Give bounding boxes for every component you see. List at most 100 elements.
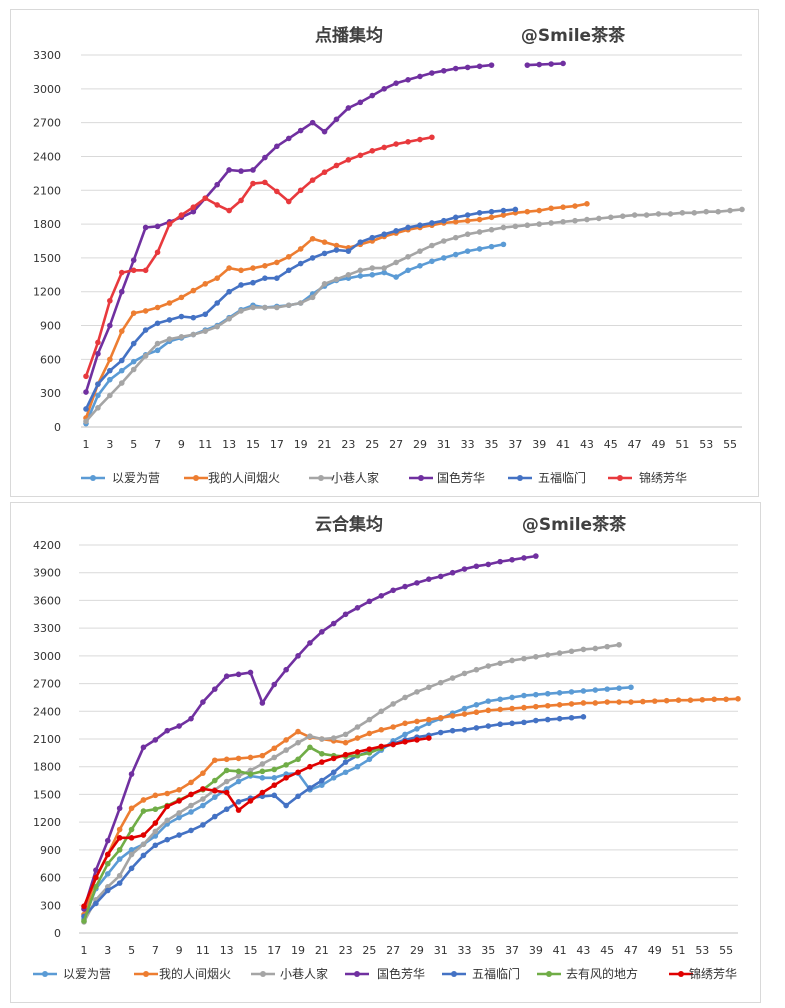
data-point bbox=[699, 696, 706, 703]
x-tick-label: 15 bbox=[246, 438, 260, 451]
legend-marker bbox=[354, 971, 360, 977]
data-point bbox=[259, 775, 266, 781]
data-point bbox=[274, 143, 280, 150]
data-point bbox=[202, 195, 209, 201]
data-point bbox=[128, 805, 135, 812]
data-point bbox=[285, 253, 292, 260]
data-point bbox=[200, 786, 206, 792]
y-tick-label: 600 bbox=[40, 872, 61, 885]
data-point bbox=[214, 202, 220, 208]
data-point bbox=[426, 735, 432, 741]
data-point bbox=[675, 697, 682, 703]
data-point bbox=[128, 771, 135, 777]
data-point bbox=[509, 657, 515, 664]
data-point bbox=[723, 696, 729, 703]
legend-marker bbox=[678, 971, 684, 977]
data-point bbox=[235, 799, 242, 805]
series-line bbox=[527, 62, 564, 67]
data-point bbox=[568, 689, 575, 695]
data-point bbox=[214, 323, 220, 330]
x-tick-label: 9 bbox=[178, 438, 185, 451]
data-point bbox=[142, 308, 149, 314]
data-point bbox=[116, 805, 123, 812]
data-point bbox=[405, 139, 411, 145]
data-point bbox=[616, 641, 622, 648]
x-tick-label: 53 bbox=[699, 438, 713, 451]
data-point bbox=[441, 238, 447, 244]
data-point bbox=[509, 705, 515, 712]
legend-label: 五福临门 bbox=[538, 470, 586, 485]
y-tick-label: 3600 bbox=[33, 594, 61, 607]
data-point bbox=[307, 763, 313, 770]
data-point bbox=[342, 769, 349, 776]
data-point bbox=[223, 789, 230, 796]
data-point bbox=[366, 598, 373, 605]
data-point bbox=[223, 673, 230, 679]
data-point bbox=[259, 768, 266, 775]
y-tick-label: 4200 bbox=[33, 539, 61, 552]
data-point bbox=[521, 555, 527, 561]
data-point bbox=[178, 313, 185, 320]
chart-title: 点播集均 bbox=[315, 25, 383, 46]
legend-marker bbox=[517, 475, 523, 481]
data-point bbox=[604, 643, 610, 650]
data-point bbox=[140, 852, 147, 859]
legend-label: 小巷人家 bbox=[331, 470, 379, 485]
data-point bbox=[321, 169, 328, 176]
data-point bbox=[283, 775, 289, 781]
data-point bbox=[104, 837, 111, 844]
chart-svg-yunhe: 0300600900120015001800210024002700300033… bbox=[33, 514, 741, 981]
data-point bbox=[497, 660, 503, 667]
data-point bbox=[271, 745, 278, 752]
data-point bbox=[176, 723, 182, 729]
data-point bbox=[95, 405, 101, 411]
data-point bbox=[283, 737, 289, 743]
data-point bbox=[619, 213, 626, 219]
x-tick-label: 25 bbox=[365, 438, 379, 451]
data-point bbox=[250, 167, 256, 173]
data-point bbox=[104, 851, 111, 858]
data-point bbox=[572, 217, 578, 224]
data-point bbox=[556, 690, 563, 696]
data-point bbox=[521, 719, 527, 726]
data-point bbox=[333, 162, 340, 169]
y-tick-label: 300 bbox=[40, 899, 61, 912]
data-point bbox=[405, 253, 411, 260]
data-point bbox=[727, 207, 733, 214]
data-point bbox=[473, 666, 480, 673]
data-point bbox=[584, 216, 590, 223]
data-point bbox=[357, 273, 364, 279]
data-point bbox=[655, 211, 662, 217]
series-line bbox=[82, 746, 382, 922]
data-point bbox=[354, 605, 361, 611]
data-point bbox=[369, 265, 376, 271]
x-tick-label: 9 bbox=[176, 944, 183, 957]
data-point bbox=[309, 177, 316, 183]
data-point bbox=[572, 203, 578, 209]
data-point bbox=[405, 267, 411, 274]
data-point bbox=[342, 731, 349, 738]
data-point bbox=[154, 304, 161, 311]
data-point bbox=[405, 77, 411, 83]
y-tick-label: 2100 bbox=[33, 184, 61, 197]
data-point bbox=[437, 573, 444, 580]
data-point bbox=[536, 207, 543, 214]
data-point bbox=[560, 219, 566, 225]
data-point bbox=[200, 770, 206, 776]
data-point bbox=[544, 716, 551, 723]
data-point bbox=[238, 267, 244, 274]
data-point bbox=[509, 694, 515, 701]
data-point bbox=[473, 563, 480, 570]
data-point bbox=[178, 294, 185, 301]
x-tick-label: 51 bbox=[675, 438, 689, 451]
data-point bbox=[402, 731, 408, 738]
data-point bbox=[214, 181, 220, 188]
data-point bbox=[604, 686, 610, 692]
data-point bbox=[116, 856, 123, 862]
data-point bbox=[140, 832, 147, 838]
data-point bbox=[283, 762, 289, 768]
series-4 bbox=[83, 206, 519, 412]
data-point bbox=[533, 653, 539, 660]
data-point bbox=[414, 689, 420, 695]
y-tick-label: 900 bbox=[40, 844, 61, 857]
